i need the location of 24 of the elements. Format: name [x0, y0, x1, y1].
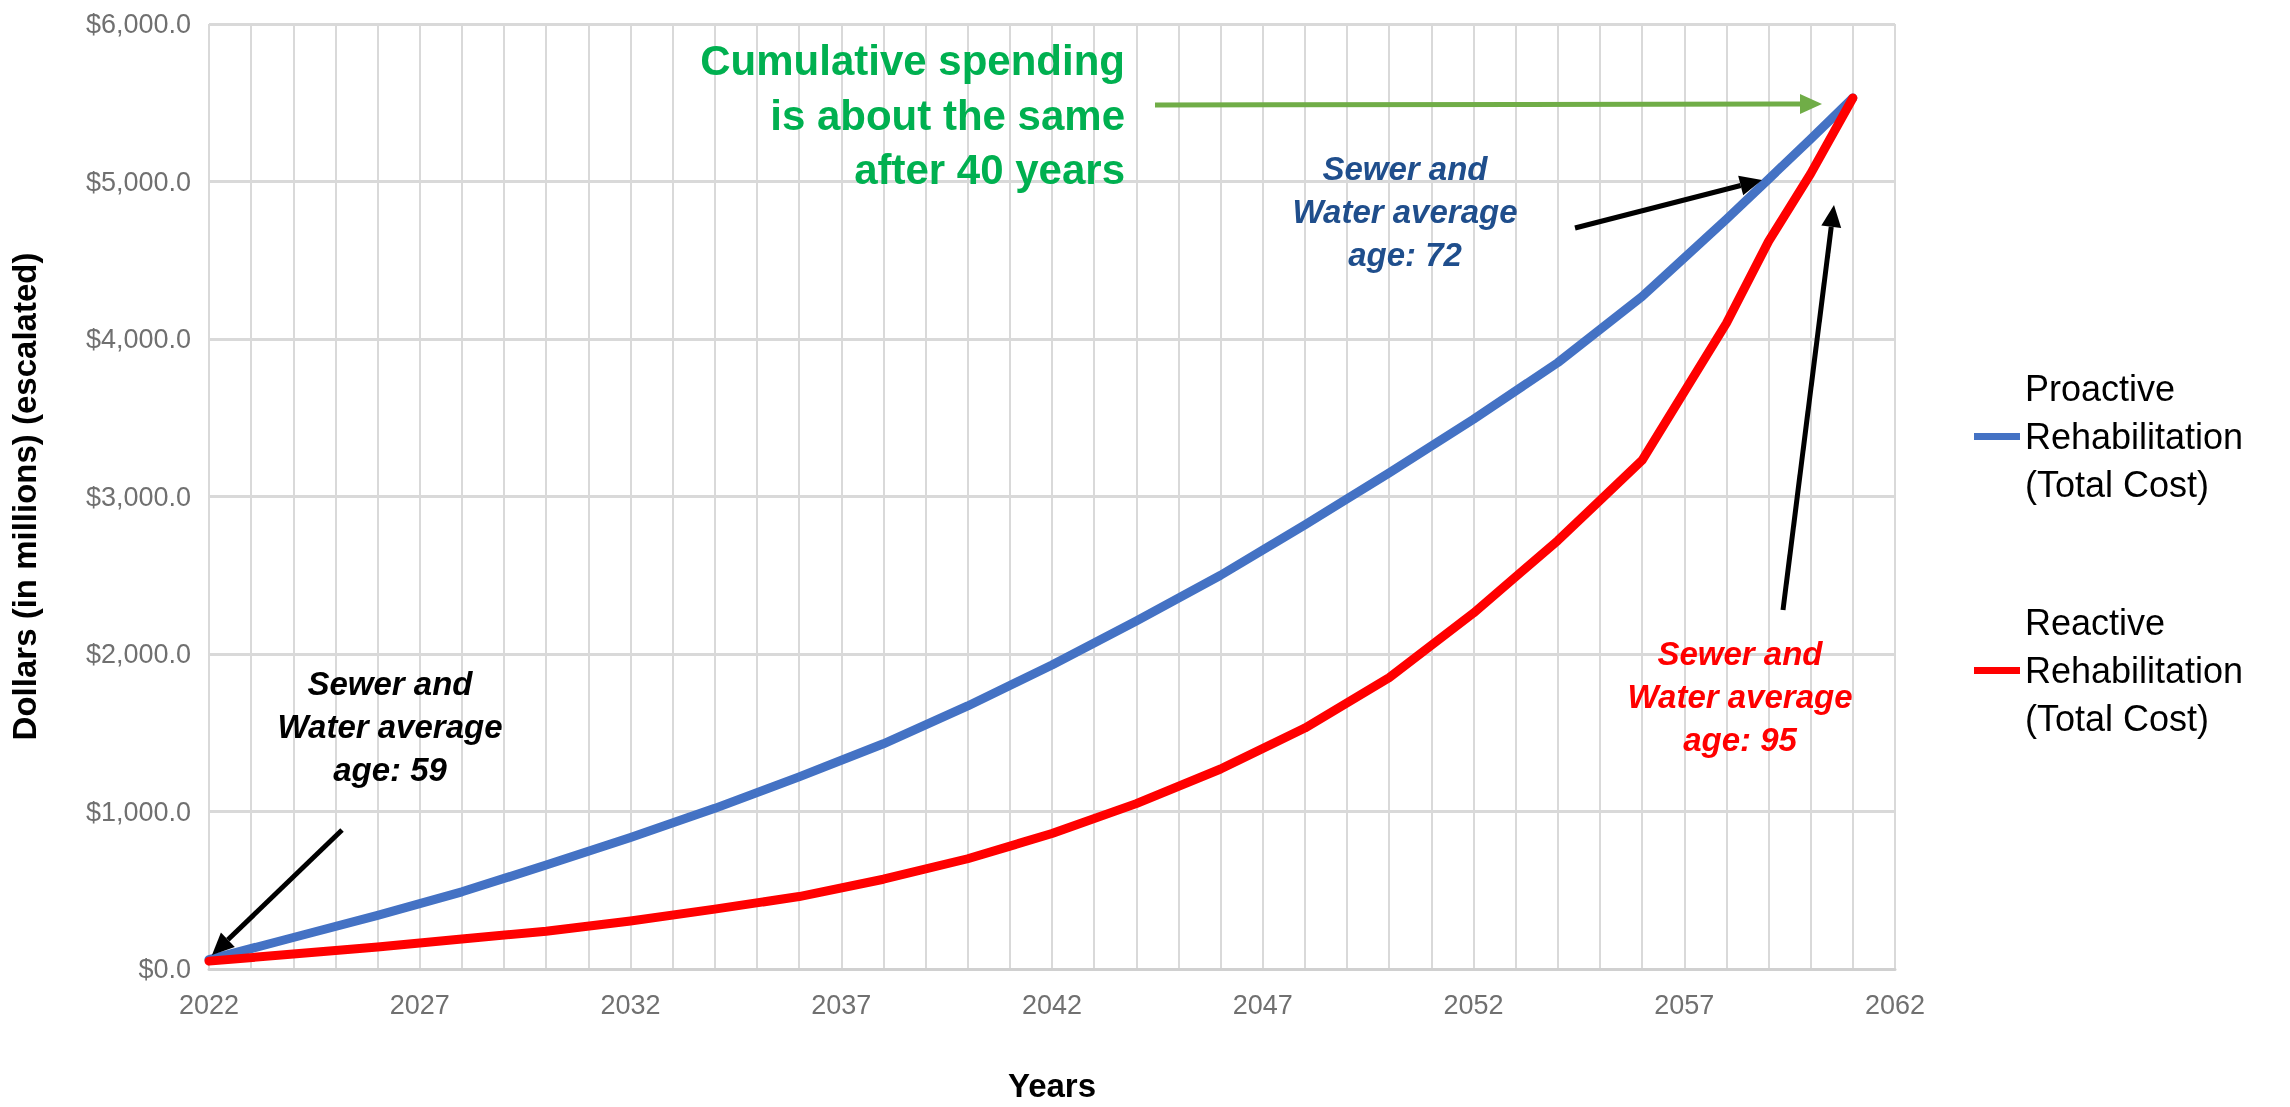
x-tick-label: 2052 — [1443, 989, 1504, 1020]
legend-label: Reactive Rehabilitation (Total Cost) — [2025, 602, 2254, 739]
x-tick-label: 2032 — [600, 989, 661, 1020]
y-tick-label: $6,000.0 — [85, 9, 191, 39]
x-tick-label: 2042 — [1021, 989, 1083, 1020]
x-tick-label: 2057 — [1654, 989, 1715, 1020]
y-tick-label: $3,000.0 — [85, 481, 191, 512]
x-tick-label: 2062 — [1864, 989, 1926, 1020]
x-tick-label: 2027 — [389, 989, 450, 1020]
y-tick-label: $4,000.0 — [85, 324, 191, 354]
y-tick-label: $1,000.0 — [85, 796, 191, 827]
legend-label: Proactive Rehabilitation (Total Cost) — [2025, 368, 2254, 505]
x-tick-label: 2037 — [811, 989, 872, 1020]
y-axis-title: Dollars (in millions) (escalated) — [6, 252, 43, 741]
annotation: Cumulative spending is about the same after 40 years — [700, 37, 1125, 194]
y-tick-label: $0.0 — [138, 954, 191, 984]
annotation: Sewer and Water average age: 95 — [1627, 635, 1853, 758]
x-tick-label: 2022 — [178, 989, 240, 1020]
y-tick-label: $5,000.0 — [85, 166, 191, 197]
y-tick-label: $2,000.0 — [85, 639, 191, 669]
annotation: Sewer and Water average age: 72 — [1292, 150, 1518, 273]
x-tick-label: 2047 — [1232, 989, 1293, 1020]
annotation: Sewer and Water average age: 59 — [277, 665, 503, 788]
x-axis-title: Years — [1007, 1067, 1097, 1104]
